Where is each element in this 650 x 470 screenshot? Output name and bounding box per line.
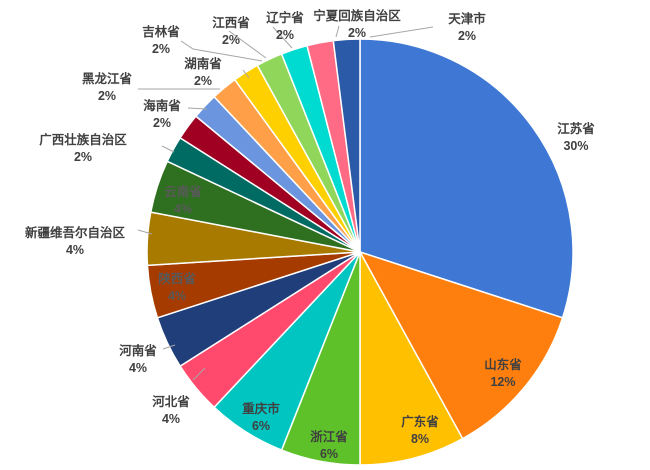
leader-line (180, 40, 263, 62)
slice-category-label: 陕西省 (158, 271, 196, 286)
leader-line (137, 229, 153, 235)
slice-category-label: 河南省 (119, 343, 157, 358)
slice-category-label: 吉林省 (142, 24, 180, 39)
slice-value-label: 2% (276, 28, 294, 42)
slice-value-label: 2% (153, 116, 171, 130)
slice-category-label: 黑龙江省 (82, 71, 133, 86)
slice-category-label: 河北省 (152, 394, 190, 409)
slice-value-label: 4% (66, 243, 84, 257)
slice-category-label: 辽宁省 (266, 10, 304, 25)
leader-line (228, 30, 267, 59)
slice-value-label: 4% (168, 289, 186, 303)
leader-line (272, 26, 293, 49)
leader-line (161, 145, 175, 153)
pie-slice (359, 38, 574, 319)
slice-value-label: 30% (563, 139, 588, 153)
leader-line (187, 107, 208, 110)
slice-category-label: 重庆市 (242, 401, 280, 416)
slice-category-label: 宁夏回族自治区 (313, 8, 401, 23)
leader-lines-layer (137, 25, 434, 381)
slice-category-label: 湖南省 (184, 56, 222, 71)
slice-category-label: 云南省 (164, 184, 202, 199)
slice-value-label: 2% (458, 29, 476, 43)
slice-value-label: 2% (152, 42, 170, 56)
slice-value-label: 8% (411, 432, 429, 446)
slice-value-label: 2% (222, 33, 240, 47)
labels-layer: 江苏省 30% 山东省 12% 广东省 8% 浙江省 6% 重庆市 6% 河北省 4% 河南省 4% 陕西省… (25, 8, 595, 461)
leader-line (162, 344, 176, 350)
slice-category-label: 浙江省 (310, 429, 348, 444)
slice-category-label: 广东省 (401, 414, 439, 429)
slice-category-label: 广西壮族自治区 (39, 132, 127, 147)
slice-category-label: 江苏省 (557, 121, 595, 136)
slice-value-label: 2% (348, 26, 366, 40)
leader-line (242, 69, 250, 79)
slice-value-label: 6% (320, 447, 338, 461)
slice-value-label: 6% (252, 419, 270, 433)
pie-slice (359, 251, 464, 466)
slice-value-label: 4% (162, 412, 180, 426)
pie-slice (332, 38, 361, 253)
slice-category-label: 新疆维吾尔自治区 (25, 225, 126, 240)
slice-category-label: 山东省 (484, 357, 522, 372)
slice-value-label: 2% (74, 150, 92, 164)
slice-value-label: 2% (194, 74, 212, 88)
leader-line (192, 367, 206, 381)
slice-category-label: 海南省 (143, 98, 181, 113)
slice-category-label: 江西省 (212, 15, 250, 30)
slice-value-label: 12% (490, 375, 515, 389)
pie-slice (358, 250, 564, 440)
leader-line (369, 26, 434, 38)
slices-layer (146, 38, 574, 466)
leader-line (335, 25, 340, 38)
slice-category-label: 天津市 (448, 11, 486, 26)
slice-value-label: 4% (129, 361, 147, 375)
slice-value-label: 2% (98, 89, 116, 103)
slice-value-label: 4% (174, 202, 192, 216)
